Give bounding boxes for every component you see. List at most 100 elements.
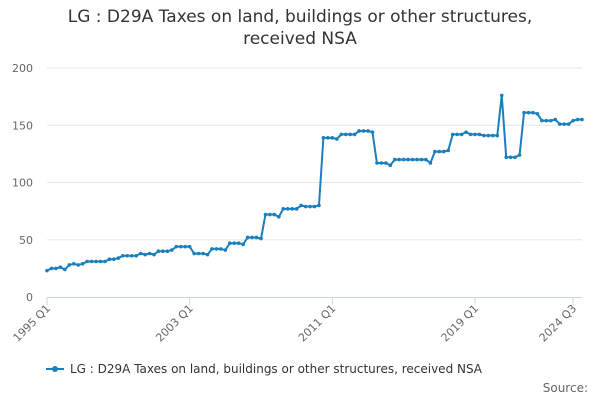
data-point (441, 149, 446, 154)
data-point (254, 235, 259, 240)
data-point (357, 129, 361, 133)
data-point (312, 204, 317, 209)
data-point (491, 133, 495, 138)
y-tick-label: 200 (12, 62, 33, 75)
legend[interactable]: LG : D29A Taxes on land, buildings or ot… (46, 362, 482, 376)
data-point (513, 155, 517, 160)
data-point (138, 251, 143, 256)
data-point (504, 155, 509, 160)
data-point (486, 133, 491, 138)
chart-title: LG : D29A Taxes on land, buildings or ot… (0, 6, 600, 50)
data-point (540, 118, 544, 123)
data-point (522, 110, 526, 115)
data-point (343, 132, 348, 137)
y-tick-label: 150 (12, 119, 33, 132)
data-point (161, 249, 165, 253)
data-point (143, 252, 147, 257)
y-axis: 0 50 100 150 200 (12, 62, 33, 304)
data-point (192, 251, 196, 256)
data-point (321, 136, 326, 140)
data-point (446, 148, 451, 153)
source-label: Source: (542, 381, 588, 395)
gridlines (47, 67, 582, 241)
data-point (63, 267, 67, 272)
data-point (67, 263, 72, 267)
data-point (566, 122, 571, 126)
data-point (277, 215, 281, 219)
data-point (482, 133, 486, 138)
legend-line-marker-icon (46, 366, 64, 372)
x-axis: 1995 Q1 2003 Q1 2011 Q1 2019 Q1 2024 Q3 (11, 297, 582, 344)
data-point (571, 118, 575, 123)
data-point (495, 133, 500, 138)
data-point (294, 207, 299, 211)
data-point (517, 153, 522, 157)
data-point (575, 117, 580, 122)
data-point (370, 130, 375, 134)
data-point (303, 204, 308, 209)
data-point (580, 117, 584, 122)
data-point (401, 157, 406, 162)
data-point (535, 112, 540, 116)
data-point (326, 136, 330, 140)
data-point (557, 122, 562, 126)
data-point (85, 259, 89, 264)
data-point (214, 247, 219, 251)
data-point (455, 132, 459, 137)
data-point (236, 241, 241, 245)
chart-title-line-1: LG : D29A Taxes on land, buildings or ot… (67, 7, 533, 27)
data-point (468, 132, 473, 137)
data-point (352, 132, 357, 137)
data-point (459, 132, 464, 137)
data-point (54, 266, 58, 271)
data-point (94, 259, 98, 264)
data-point (187, 244, 192, 249)
data-point (562, 122, 566, 126)
x-tick-label: 1995 Q1 (11, 302, 54, 345)
data-point (152, 252, 156, 257)
data-point (508, 155, 513, 160)
data-point (379, 161, 384, 165)
data-point (366, 129, 370, 133)
data-point (272, 212, 277, 217)
data-point (348, 132, 352, 137)
data-point (317, 203, 321, 208)
data-point (219, 247, 223, 251)
data-point (89, 259, 94, 264)
data-point (531, 110, 535, 115)
data-point (134, 253, 138, 258)
series-group (45, 93, 584, 273)
data-point (544, 118, 549, 123)
data-point (241, 242, 245, 247)
data-point (49, 266, 54, 271)
data-point (201, 251, 205, 256)
data-point (71, 262, 76, 266)
data-point (384, 161, 388, 165)
data-point (392, 157, 397, 162)
data-point (330, 136, 335, 140)
data-point (339, 132, 344, 137)
data-point (120, 253, 125, 258)
legend-label: LG : D29A Taxes on land, buildings or ot… (70, 362, 483, 376)
data-point (388, 163, 393, 168)
data-point (147, 251, 152, 256)
data-point (450, 132, 455, 137)
data-point (174, 244, 179, 249)
data-point (473, 132, 477, 137)
data-point (129, 253, 134, 258)
data-point (98, 259, 103, 264)
data-point (419, 157, 424, 162)
data-point (223, 248, 228, 252)
data-point (250, 235, 254, 240)
x-tick-label: 2011 Q1 (296, 302, 339, 345)
data-point (299, 203, 303, 208)
data-point (553, 117, 558, 122)
data-point (259, 236, 263, 241)
data-point (526, 110, 531, 115)
data-point (183, 244, 188, 249)
data-point (334, 137, 339, 141)
data-point (268, 212, 272, 217)
x-tick-label: 2003 Q1 (153, 302, 196, 345)
data-point (263, 212, 268, 217)
